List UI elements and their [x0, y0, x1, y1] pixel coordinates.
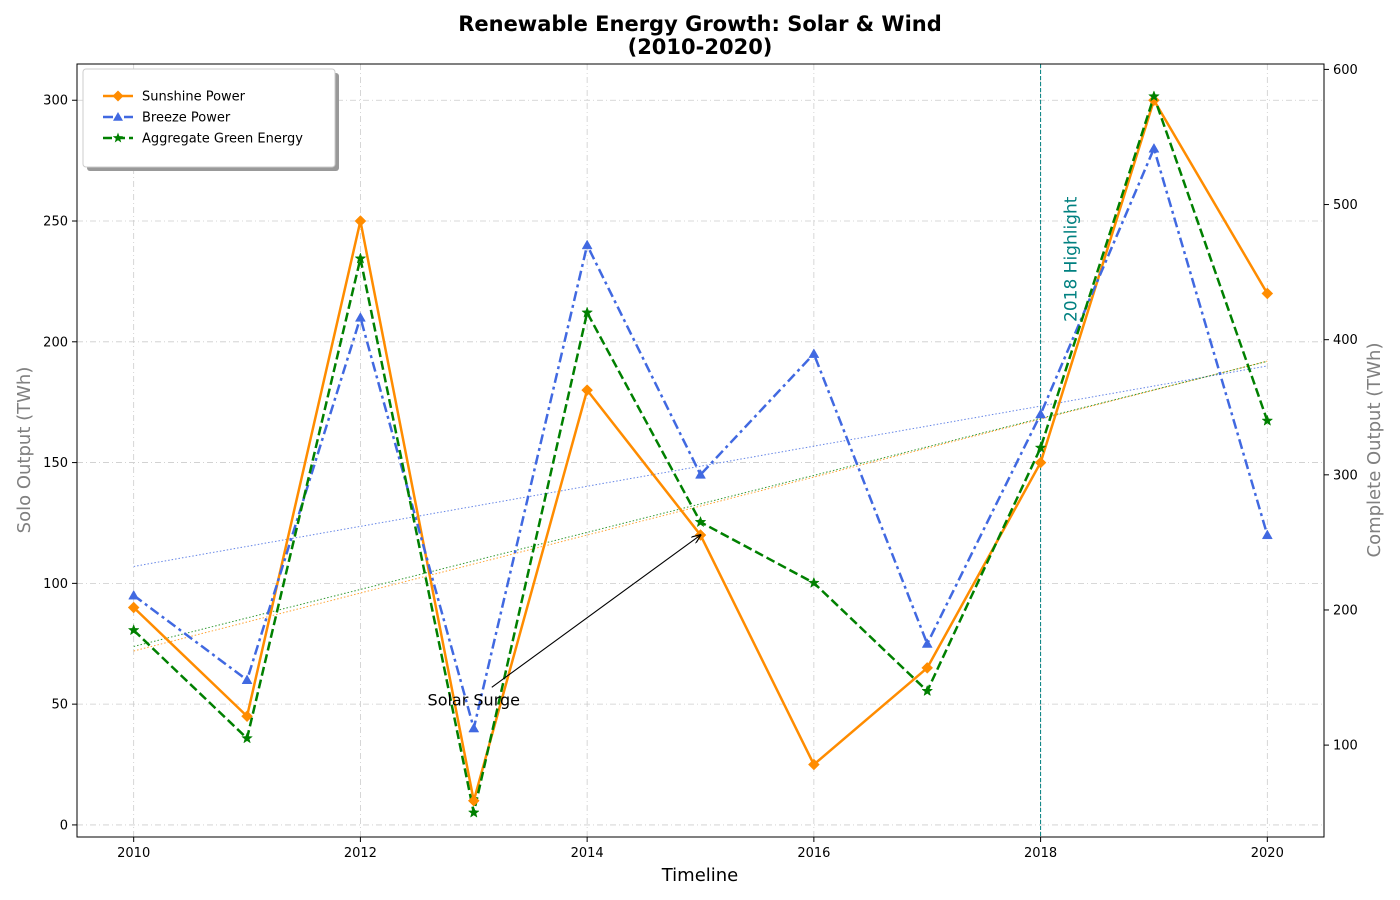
data-point — [581, 384, 593, 396]
y-axis-left-label: Solo Output (TWh) — [14, 367, 35, 534]
data-point — [807, 576, 820, 588]
x-axis-label: Timeline — [661, 865, 739, 886]
data-point — [1035, 408, 1047, 419]
x-tick-label: 2014 — [571, 846, 604, 861]
legend-marker — [113, 112, 123, 121]
trend-line — [133, 360, 1268, 652]
data-point — [1148, 90, 1160, 102]
y-axis-left: 0 50 100 150 200 250 300 — [43, 94, 77, 833]
data-point — [1261, 414, 1274, 426]
y-left-tick-label: 150 — [43, 456, 68, 471]
series-line — [132, 98, 1269, 803]
data-point — [1148, 143, 1160, 153]
y-right-tick-label: 400 — [1333, 333, 1358, 348]
y-left-tick-label: 50 — [51, 698, 68, 713]
data-point — [354, 215, 367, 227]
data-point — [695, 469, 706, 479]
y-left-tick-label: 300 — [43, 94, 68, 109]
data-point — [808, 348, 820, 358]
data-point — [241, 732, 253, 744]
y-right-tick-label: 300 — [1333, 468, 1358, 483]
y-left-tick-label: 0 — [60, 818, 68, 833]
data-point — [808, 758, 820, 771]
data-point — [241, 710, 253, 723]
legend-label: Breeze Power — [142, 111, 231, 126]
x-axis: 2010 2012 2014 2016 2018 2020 — [117, 837, 1284, 861]
y-left-tick-label: 200 — [43, 335, 68, 350]
data-point — [1261, 287, 1274, 300]
legend: Sunshine Power Breeze Power Aggregate Gree… — [82, 68, 339, 171]
chart-title: Renewable Energy Growth: Solar & Wind — [458, 12, 942, 36]
y-left-tick-label: 250 — [43, 215, 68, 230]
x-tick-label: 2016 — [797, 846, 830, 861]
data-point — [467, 794, 480, 807]
x-tick-label: 2020 — [1251, 846, 1284, 861]
data-point — [354, 252, 367, 264]
data-point — [1148, 94, 1160, 107]
series-line — [132, 147, 1269, 730]
data-point — [354, 312, 366, 322]
data-point — [127, 624, 140, 636]
grid — [77, 64, 1324, 837]
legend-marker — [112, 132, 124, 143]
series-line — [132, 95, 1269, 814]
highlight-layer: 2018 Highlight — [1040, 64, 1082, 837]
legend-label: Aggregate Green Energy — [142, 132, 303, 147]
x-tick-label: 2010 — [117, 846, 150, 861]
y-right-tick-label: 200 — [1333, 603, 1358, 618]
marker-layer — [127, 90, 1274, 818]
legend-box — [82, 68, 336, 168]
chart-subtitle: (2010-2020) — [628, 35, 773, 59]
data-point — [1034, 456, 1047, 469]
y-right-tick-label: 100 — [1333, 739, 1358, 754]
y-axis-right: 100 200 300 400 500 600 — [1324, 63, 1358, 754]
y-left-tick-label: 100 — [43, 577, 68, 592]
legend-label: Sunshine Power — [142, 90, 246, 105]
data-point — [694, 515, 707, 528]
data-point — [921, 638, 933, 648]
y-right-tick-label: 500 — [1333, 198, 1358, 213]
trend-line — [133, 360, 1268, 647]
annotation-layer: Solar Surge — [428, 535, 701, 709]
data-point — [241, 674, 253, 684]
data-point — [1034, 441, 1047, 453]
annotation-text: Solar Surge — [428, 690, 520, 709]
x-tick-label: 2012 — [344, 846, 377, 861]
annotation-arrow — [491, 535, 701, 688]
data-point — [128, 589, 140, 600]
data-point — [581, 306, 594, 318]
data-point — [921, 662, 934, 674]
y-axis-right-label: Complete Output (TWh) — [1364, 343, 1385, 558]
data-point — [127, 601, 140, 614]
data-point — [921, 684, 934, 697]
legend-marker — [112, 90, 124, 102]
y-right-tick-label: 600 — [1333, 63, 1358, 78]
data-point — [467, 806, 480, 818]
series-layer — [132, 95, 1269, 814]
x-tick-label: 2018 — [1024, 846, 1057, 861]
data-point — [1261, 529, 1273, 540]
plot-frame — [76, 63, 1325, 838]
data-point — [468, 722, 480, 733]
trend-lines — [133, 360, 1268, 652]
data-point — [581, 239, 593, 250]
trend-line — [133, 365, 1268, 567]
highlight-label: 2018 Highlight — [1062, 196, 1082, 322]
